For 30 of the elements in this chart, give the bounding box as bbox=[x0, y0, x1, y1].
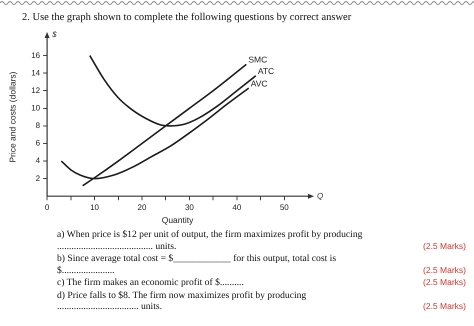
series-label: ATC bbox=[258, 66, 274, 76]
x-tick-label: 0 bbox=[44, 203, 50, 212]
x-tick-label: 30 bbox=[184, 203, 194, 212]
y-tick-label: 6 bbox=[36, 138, 41, 148]
x-tick-label: 50 bbox=[280, 203, 290, 212]
series-label: AVC bbox=[250, 78, 268, 88]
y-tick-label: 4 bbox=[36, 156, 41, 166]
text: (2.5 Marks) bbox=[422, 277, 466, 288]
x-tick-label: 40 bbox=[232, 203, 242, 212]
x-axis-title: Quantity bbox=[162, 215, 194, 226]
y-tick-label: 16 bbox=[31, 50, 41, 60]
x-tick-label: 20 bbox=[138, 203, 147, 212]
text: Q bbox=[317, 191, 324, 200]
text: d) Price falls to $8. The firm now maximizes profit by producing .................................. units. bbox=[57, 290, 308, 312]
text: a) When price is $12 per unit of output, the firm maximizes profit by producing ........................................ units. bbox=[57, 229, 364, 252]
series-label: SMC bbox=[248, 54, 268, 65]
x-tick-label: 10 bbox=[90, 203, 100, 212]
y-tick-label: 12 bbox=[31, 86, 41, 95]
y-axis-title: Price and costs (dollars) bbox=[7, 71, 18, 163]
text: c) The firm makes an economic profit of $.......... bbox=[57, 277, 245, 288]
y-tick-label: 14 bbox=[31, 68, 41, 78]
annotation: $ bbox=[51, 30, 58, 40]
chart-title: 2. Use the graph shown to complete the following questions by correct answer bbox=[22, 12, 352, 23]
y-tick-label: 8 bbox=[36, 121, 41, 130]
y-tick-label: 2 bbox=[36, 174, 41, 183]
text: (2.5 Marks) bbox=[422, 264, 466, 276]
text: (2.5 Marks) bbox=[422, 301, 466, 312]
y-tick-label: 10 bbox=[31, 104, 41, 113]
text: (2.5 Marks) bbox=[422, 240, 466, 252]
text: b) Since average total cost = $____________ for this output, total cost is $...................... bbox=[57, 253, 338, 276]
